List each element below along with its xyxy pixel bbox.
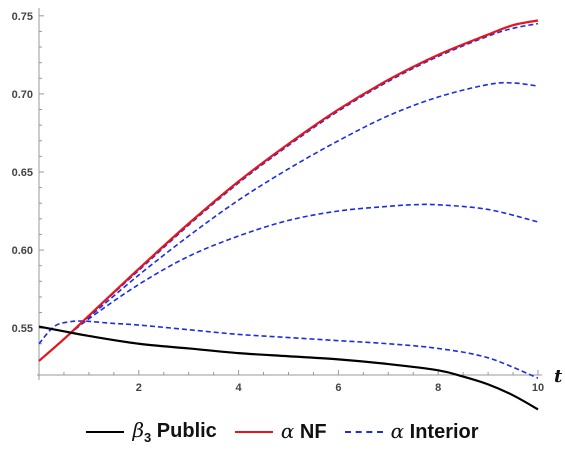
series-line-alpha-nf-1 — [38, 19, 539, 362]
legend-item-beta3: β3 Public — [86, 418, 217, 445]
legend-label-alpha-nf: α NF — [281, 419, 327, 444]
axes — [37, 8, 542, 380]
x-tick-label: 8 — [435, 382, 441, 394]
series-line-beta3-0 — [38, 325, 539, 411]
legend-swatch-beta3 — [86, 430, 125, 433]
legend-text-alpha-nf: NF — [299, 421, 327, 443]
series-line-alpha-interior-3 — [38, 81, 539, 362]
legend-item-alpha-nf: α NF — [234, 419, 327, 444]
legend-swatch-alpha-interior — [344, 430, 383, 433]
x-tick-label: 2 — [136, 382, 142, 394]
y-tick-label: 0.75 — [12, 11, 33, 23]
x-tick-label: 10 — [532, 382, 544, 394]
legend-symbol-alpha-interior: α — [390, 419, 405, 443]
legend-label-beta3: β3 Public — [132, 418, 216, 445]
legend-text-alpha-interior: Interior — [409, 421, 479, 443]
y-tick-label: 0.60 — [12, 245, 33, 257]
series-lines — [38, 19, 539, 411]
series-line-alpha-interior-4 — [38, 203, 539, 362]
legend-symbol-beta3: β — [132, 418, 144, 442]
x-tick-label: 6 — [335, 382, 341, 394]
legend-symbol-alpha-nf: α — [280, 419, 295, 443]
series-line-alpha-interior-2 — [38, 22, 539, 362]
legend-label-alpha-interior: α Interior — [391, 419, 479, 444]
series-line-alpha-interior-5 — [38, 320, 539, 379]
legend: β3 Public α NF α Interior — [0, 418, 565, 445]
tick-labels: 2 4 6 8 10 0.55 0.60 0.65 0.70 0.75 — [12, 11, 545, 394]
legend-subscript-beta3: 3 — [144, 430, 152, 445]
x-axis-label: t — [554, 366, 563, 387]
y-tick-label: 0.65 — [12, 167, 33, 179]
x-tick-label: 4 — [236, 382, 243, 394]
y-tick-label: 0.70 — [12, 89, 33, 101]
y-tick-label: 0.55 — [12, 323, 33, 335]
legend-text-beta3: Public — [156, 420, 217, 442]
legend-item-alpha-interior: α Interior — [344, 419, 479, 444]
legend-swatch-alpha-nf — [234, 430, 273, 433]
